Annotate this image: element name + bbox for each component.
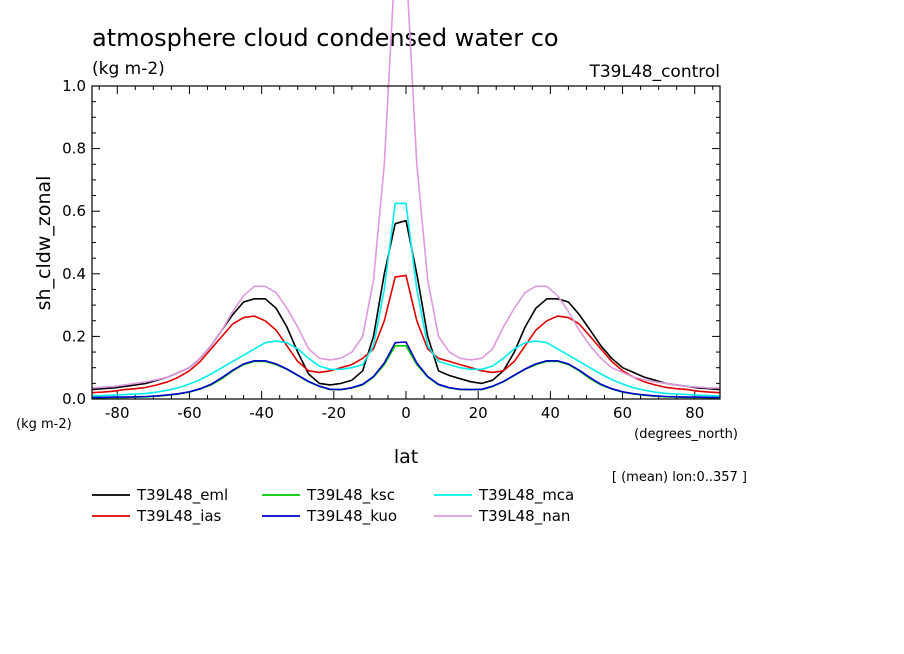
x-units-label: (degrees_north) <box>634 427 738 442</box>
y-tick-label: 0.4 <box>62 265 86 283</box>
y-tick-label: 0.2 <box>62 327 86 345</box>
plot-frame <box>91 85 721 400</box>
x-tick-label: -40 <box>249 404 274 422</box>
x-tick-label: -60 <box>177 404 202 422</box>
averaging-note: [ (mean) lon:0..357 ] <box>612 470 747 485</box>
series-line-T39L48_eml <box>91 219 720 391</box>
y-tick-label: 1.0 <box>62 77 86 95</box>
legend-label: T39L48_mca <box>478 486 574 505</box>
x-tick-label: 80 <box>685 404 704 422</box>
x-tick-label: 0 <box>401 404 411 422</box>
legend-label: T39L48_ias <box>136 507 222 526</box>
series-line-T39L48_nan <box>91 0 720 389</box>
chart-title: atmosphere cloud condensed water co <box>92 24 559 52</box>
x-tick-label: 20 <box>469 404 488 422</box>
series-line-T39L48_kuo <box>92 341 720 399</box>
legend-label: T39L48_nan <box>478 507 570 526</box>
x-tick-label: -20 <box>322 404 347 422</box>
x-tick-label: -80 <box>105 404 130 422</box>
legend-label: T39L48_ksc <box>306 486 395 505</box>
x-tick-label: 40 <box>541 404 560 422</box>
experiment-label: T39L48_control <box>588 62 720 82</box>
x-axis-label: lat <box>394 446 418 468</box>
y-units-corner: (kg m-2) <box>16 417 72 432</box>
legend-label: T39L48_eml <box>136 486 228 505</box>
series-line-T39L48_ias <box>91 274 720 394</box>
chart-units: (kg m-2) <box>92 59 165 79</box>
y-tick-label: 0.8 <box>62 140 86 158</box>
series-line-T39L48_mca <box>91 202 720 397</box>
y-tick-label: 0.0 <box>62 390 86 408</box>
y-tick-label: 0.6 <box>62 202 86 220</box>
legend-label: T39L48_kuo <box>306 507 397 526</box>
x-tick-label: 60 <box>613 404 632 422</box>
y-axis-label: sh_cldw_zonal <box>33 176 55 311</box>
